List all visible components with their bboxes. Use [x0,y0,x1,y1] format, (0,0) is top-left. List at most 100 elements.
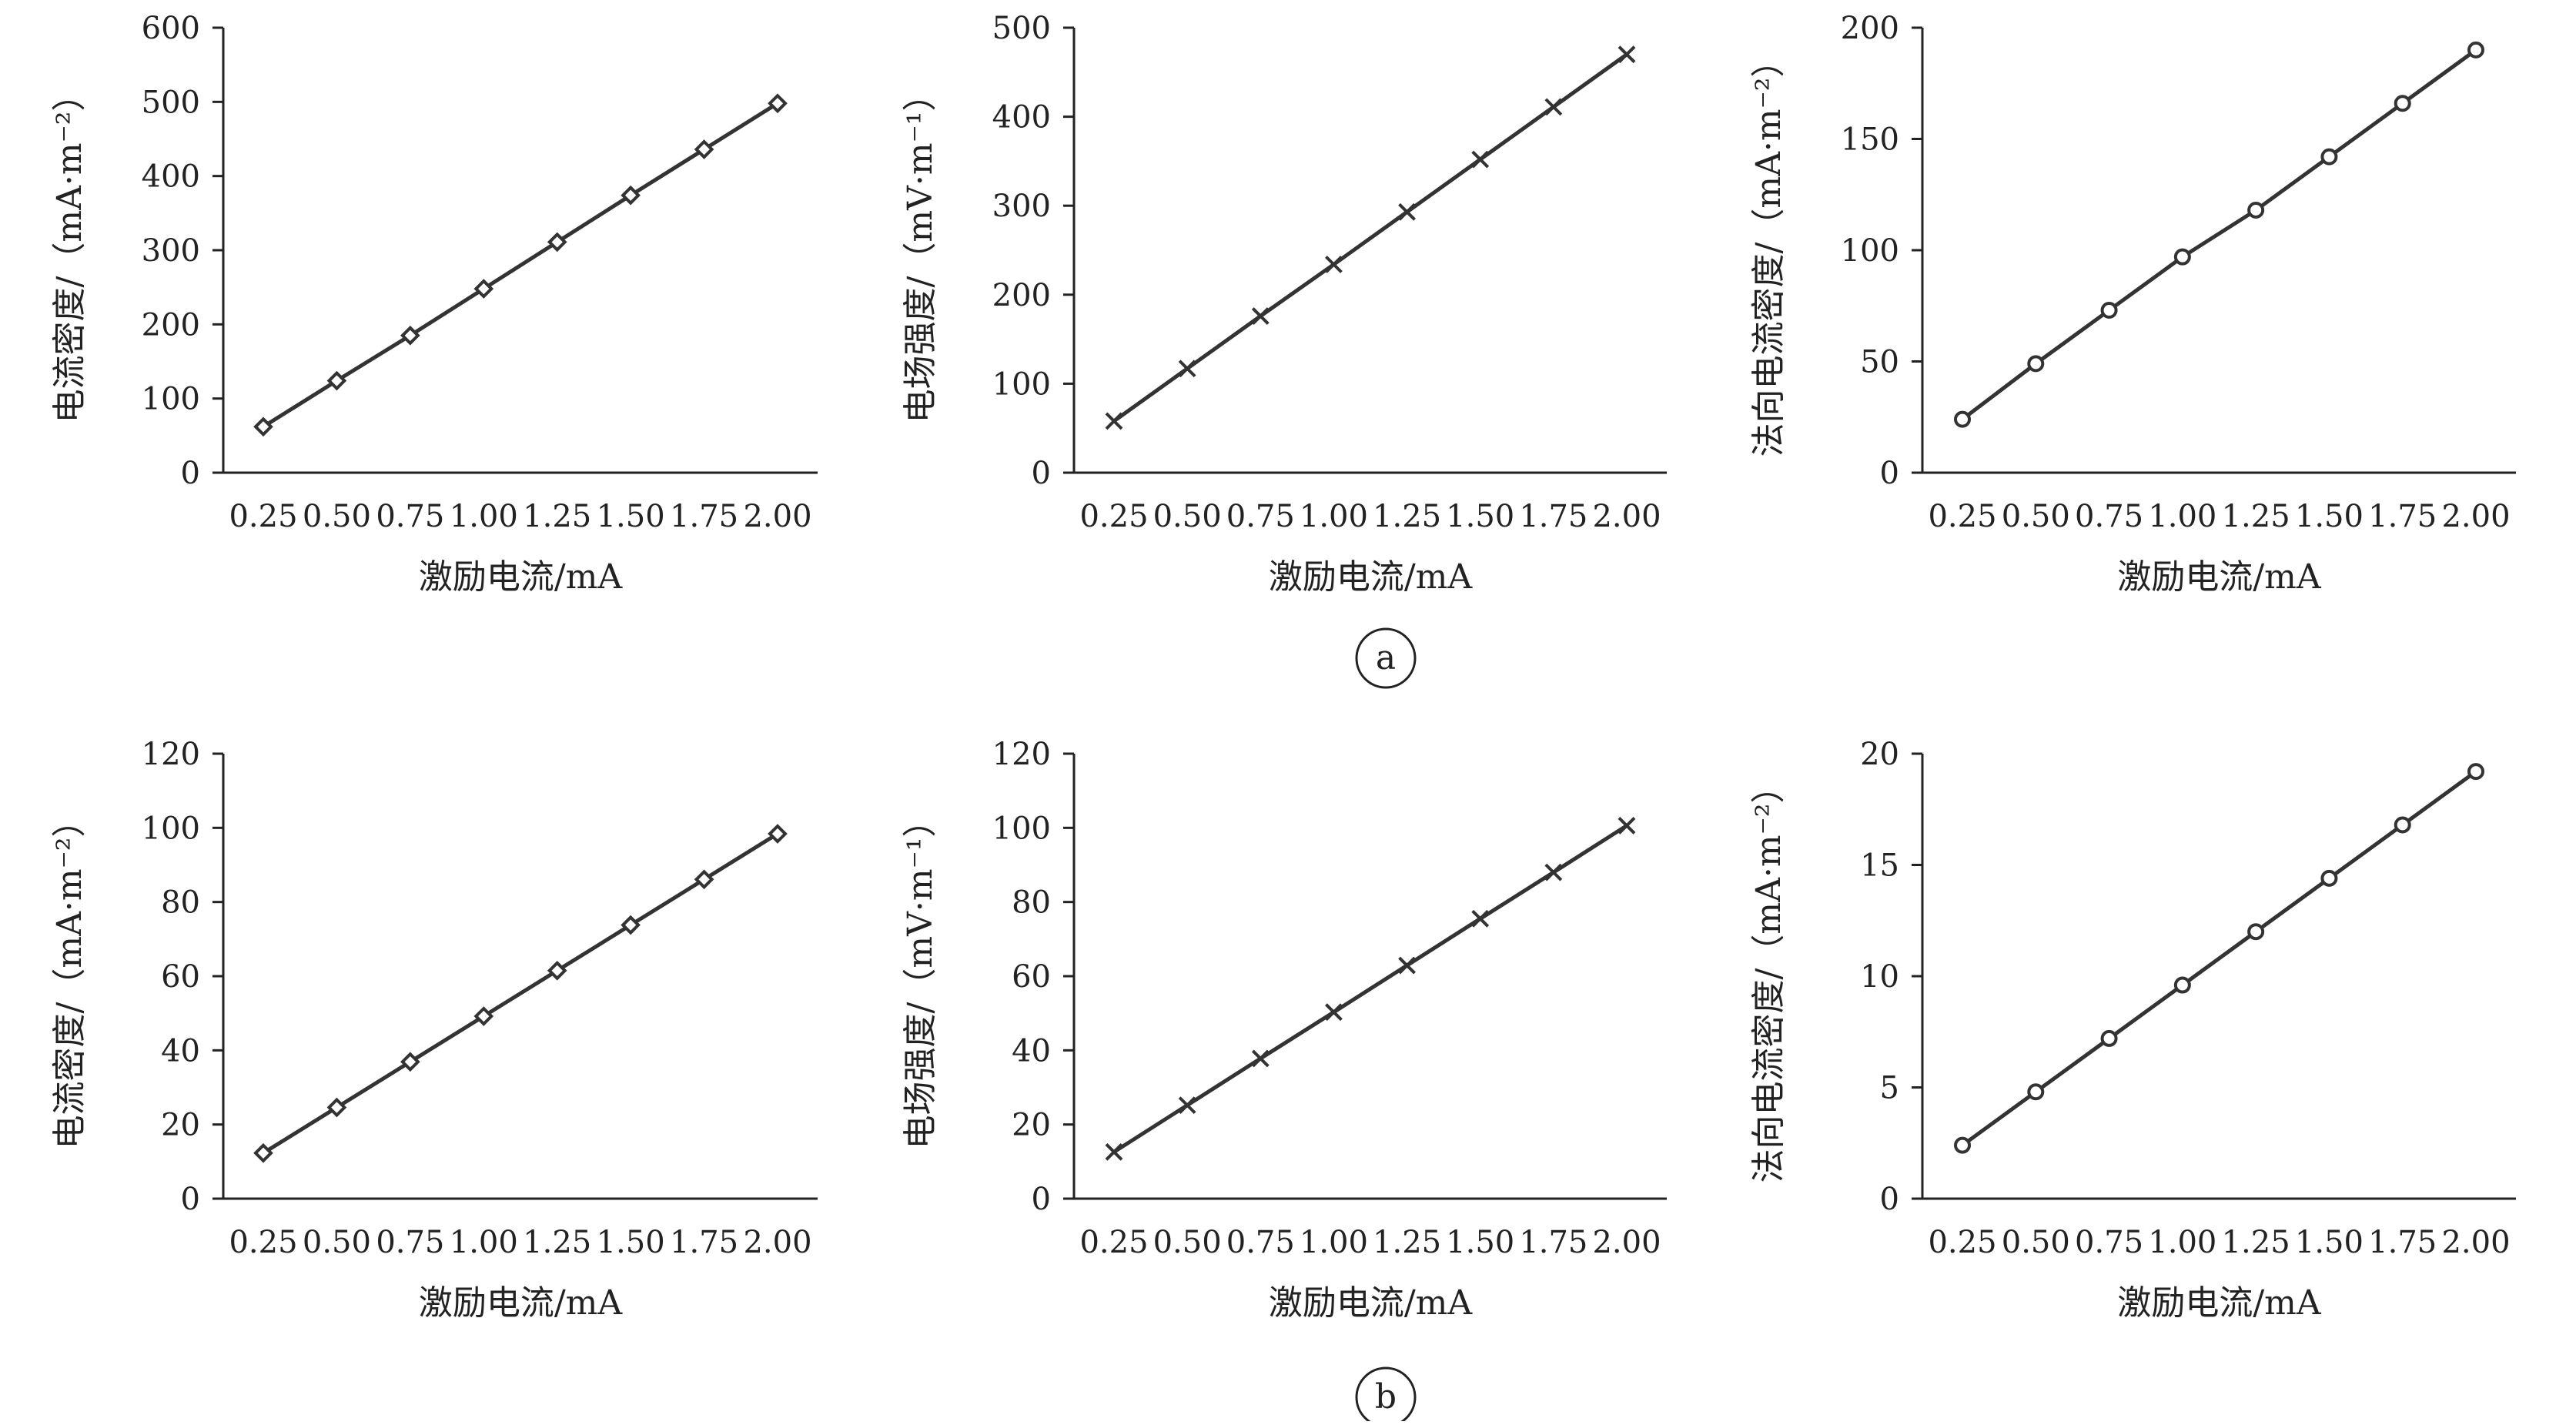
data-point-x [1251,307,1270,325]
y-tick-label: 100 [142,382,200,417]
data-point-circle [1954,410,1971,428]
data-point-circle [2173,248,2191,266]
y-tick-label: 400 [992,100,1051,135]
chart-a-3: 0 50 100 150 200 0.25 0.50 0.75 1.00 1.25 1.50 1.75… [1749,11,2516,597]
x-tick-label: 0.50 [303,499,371,534]
y-tick-label: 120 [142,737,200,772]
data-point-diamond [547,960,567,981]
data-point-x [1325,256,1343,273]
panel-label-b: b [1375,1377,1397,1417]
chart-a-2: 0 100 200 300 400 500 0.25 0.50 0.75 1.00 1.25 1.50… [901,11,1667,597]
y-tick-label: 600 [142,11,200,46]
data-point-circle [2320,148,2338,166]
x-tick-label: 1.25 [523,499,591,534]
y-tick-label: 100 [992,366,1051,402]
x-tick-label: 0.75 [376,499,444,534]
y-axis-title: 电流密度/（mA·m⁻²） [50,78,89,423]
x-tick-label: 0.50 [1153,1225,1222,1260]
x-tick-label: 1.75 [2368,1225,2437,1260]
y-axis-title: 法向电流密度/（mA·m⁻²） [1749,770,1788,1183]
y-tick-label: 200 [992,278,1051,313]
y-axis-title: 法向电流密度/（mA·m⁻²） [1749,44,1788,457]
data-point-circle [2247,201,2265,219]
data-point-x [1398,202,1416,221]
data-point-diamond [473,1006,494,1026]
x-tick-label: 0.25 [1928,1225,1996,1260]
series-line [1112,824,1628,1154]
series-line [1961,48,2477,421]
x-tick-label: 0.75 [2075,1225,2143,1260]
chart-b-1: 0 20 40 60 80 100 120 0.25 0.50 0.75 1.00 1.25 1.50 1… [50,737,818,1323]
data-point-circle [2394,95,2411,112]
y-axis-title: 电场强度/（mV·m⁻¹） [901,804,940,1149]
data-point-x [1105,1142,1123,1161]
x-axis-title: 激励电流/mA [2117,557,2322,597]
x-tick-label: 0.25 [1079,1225,1148,1260]
chart-b-3: 0 5 10 15 20 0.25 0.50 0.75 1.00 1.25 1.50 1.75 2.00… [1749,737,2516,1323]
x-tick-label: 1.50 [597,1225,665,1260]
data-point-diamond [400,325,420,346]
x-tick-label: 1.50 [1446,1225,1514,1260]
data-point-circle [2320,869,2338,887]
x-axis-title: 激励电流/mA [1269,557,1474,597]
y-tick-label: 80 [161,885,200,921]
y-tick-label: 5 [1880,1071,1899,1106]
data-point-circle [2100,1029,2118,1047]
data-point-x [1325,1003,1343,1022]
y-tick-label: 0 [1880,1182,1899,1217]
y-tick-label: 150 [1841,122,1899,158]
data-point-x [1178,1096,1196,1115]
data-point-circle [2394,816,2411,834]
x-tick-label: 0.50 [2002,499,2070,534]
x-tick-label: 1.00 [1300,499,1368,534]
x-tick-label: 0.25 [1928,499,1996,534]
data-point-circle [1954,1136,1971,1154]
x-tick-label: 1.75 [670,1225,738,1260]
x-tick-label: 1.00 [2148,499,2216,534]
data-point-diamond [768,93,788,114]
x-tick-label: 1.50 [597,499,665,534]
data-point-x [1471,150,1490,169]
y-tick-label: 20 [161,1108,200,1143]
data-point-x [1618,45,1636,64]
x-tick-label: 0.25 [229,499,297,534]
y-tick-label: 100 [1841,233,1899,269]
x-tick-label: 1.00 [450,1225,518,1260]
x-tick-label: 2.00 [1592,499,1661,534]
data-point-circle [2247,923,2265,941]
y-tick-label: 0 [181,456,200,491]
x-tick-label: 1.25 [2222,1225,2290,1260]
y-tick-label: 0 [1880,456,1899,491]
data-point-diamond [547,232,567,253]
data-point-diamond [253,1142,273,1163]
y-tick-label: 0 [1032,1182,1051,1217]
data-point-x [1251,1049,1270,1068]
data-point-x [1178,360,1196,378]
y-tick-label: 100 [142,811,200,846]
x-tick-label: 1.50 [2295,499,2364,534]
data-point-x [1398,956,1416,975]
series-line [262,102,779,429]
y-tick-label: 120 [992,737,1051,772]
data-point-diamond [694,139,714,159]
x-tick-label: 1.25 [1373,499,1441,534]
x-tick-label: 2.00 [743,1225,811,1260]
x-tick-label: 1.75 [1519,1225,1587,1260]
y-tick-label: 50 [1860,345,1899,380]
y-axis-title: 电场强度/（mV·m⁻¹） [901,78,940,423]
y-tick-label: 300 [142,233,200,269]
panel-label-circle [1355,627,1417,689]
y-tick-label: 100 [992,811,1051,846]
y-tick-label: 500 [992,11,1051,46]
y-tick-label: 60 [1012,959,1051,995]
x-tick-label: 0.50 [1153,499,1222,534]
x-axis-title: 激励电流/mA [1269,1283,1474,1323]
x-tick-label: 1.75 [1519,499,1587,534]
x-tick-label: 1.75 [670,499,738,534]
data-point-diamond [253,416,273,437]
data-point-diamond [694,869,714,890]
data-point-circle [2467,41,2484,59]
panel-label-circle [1355,1366,1417,1425]
x-tick-label: 1.50 [2295,1225,2364,1260]
